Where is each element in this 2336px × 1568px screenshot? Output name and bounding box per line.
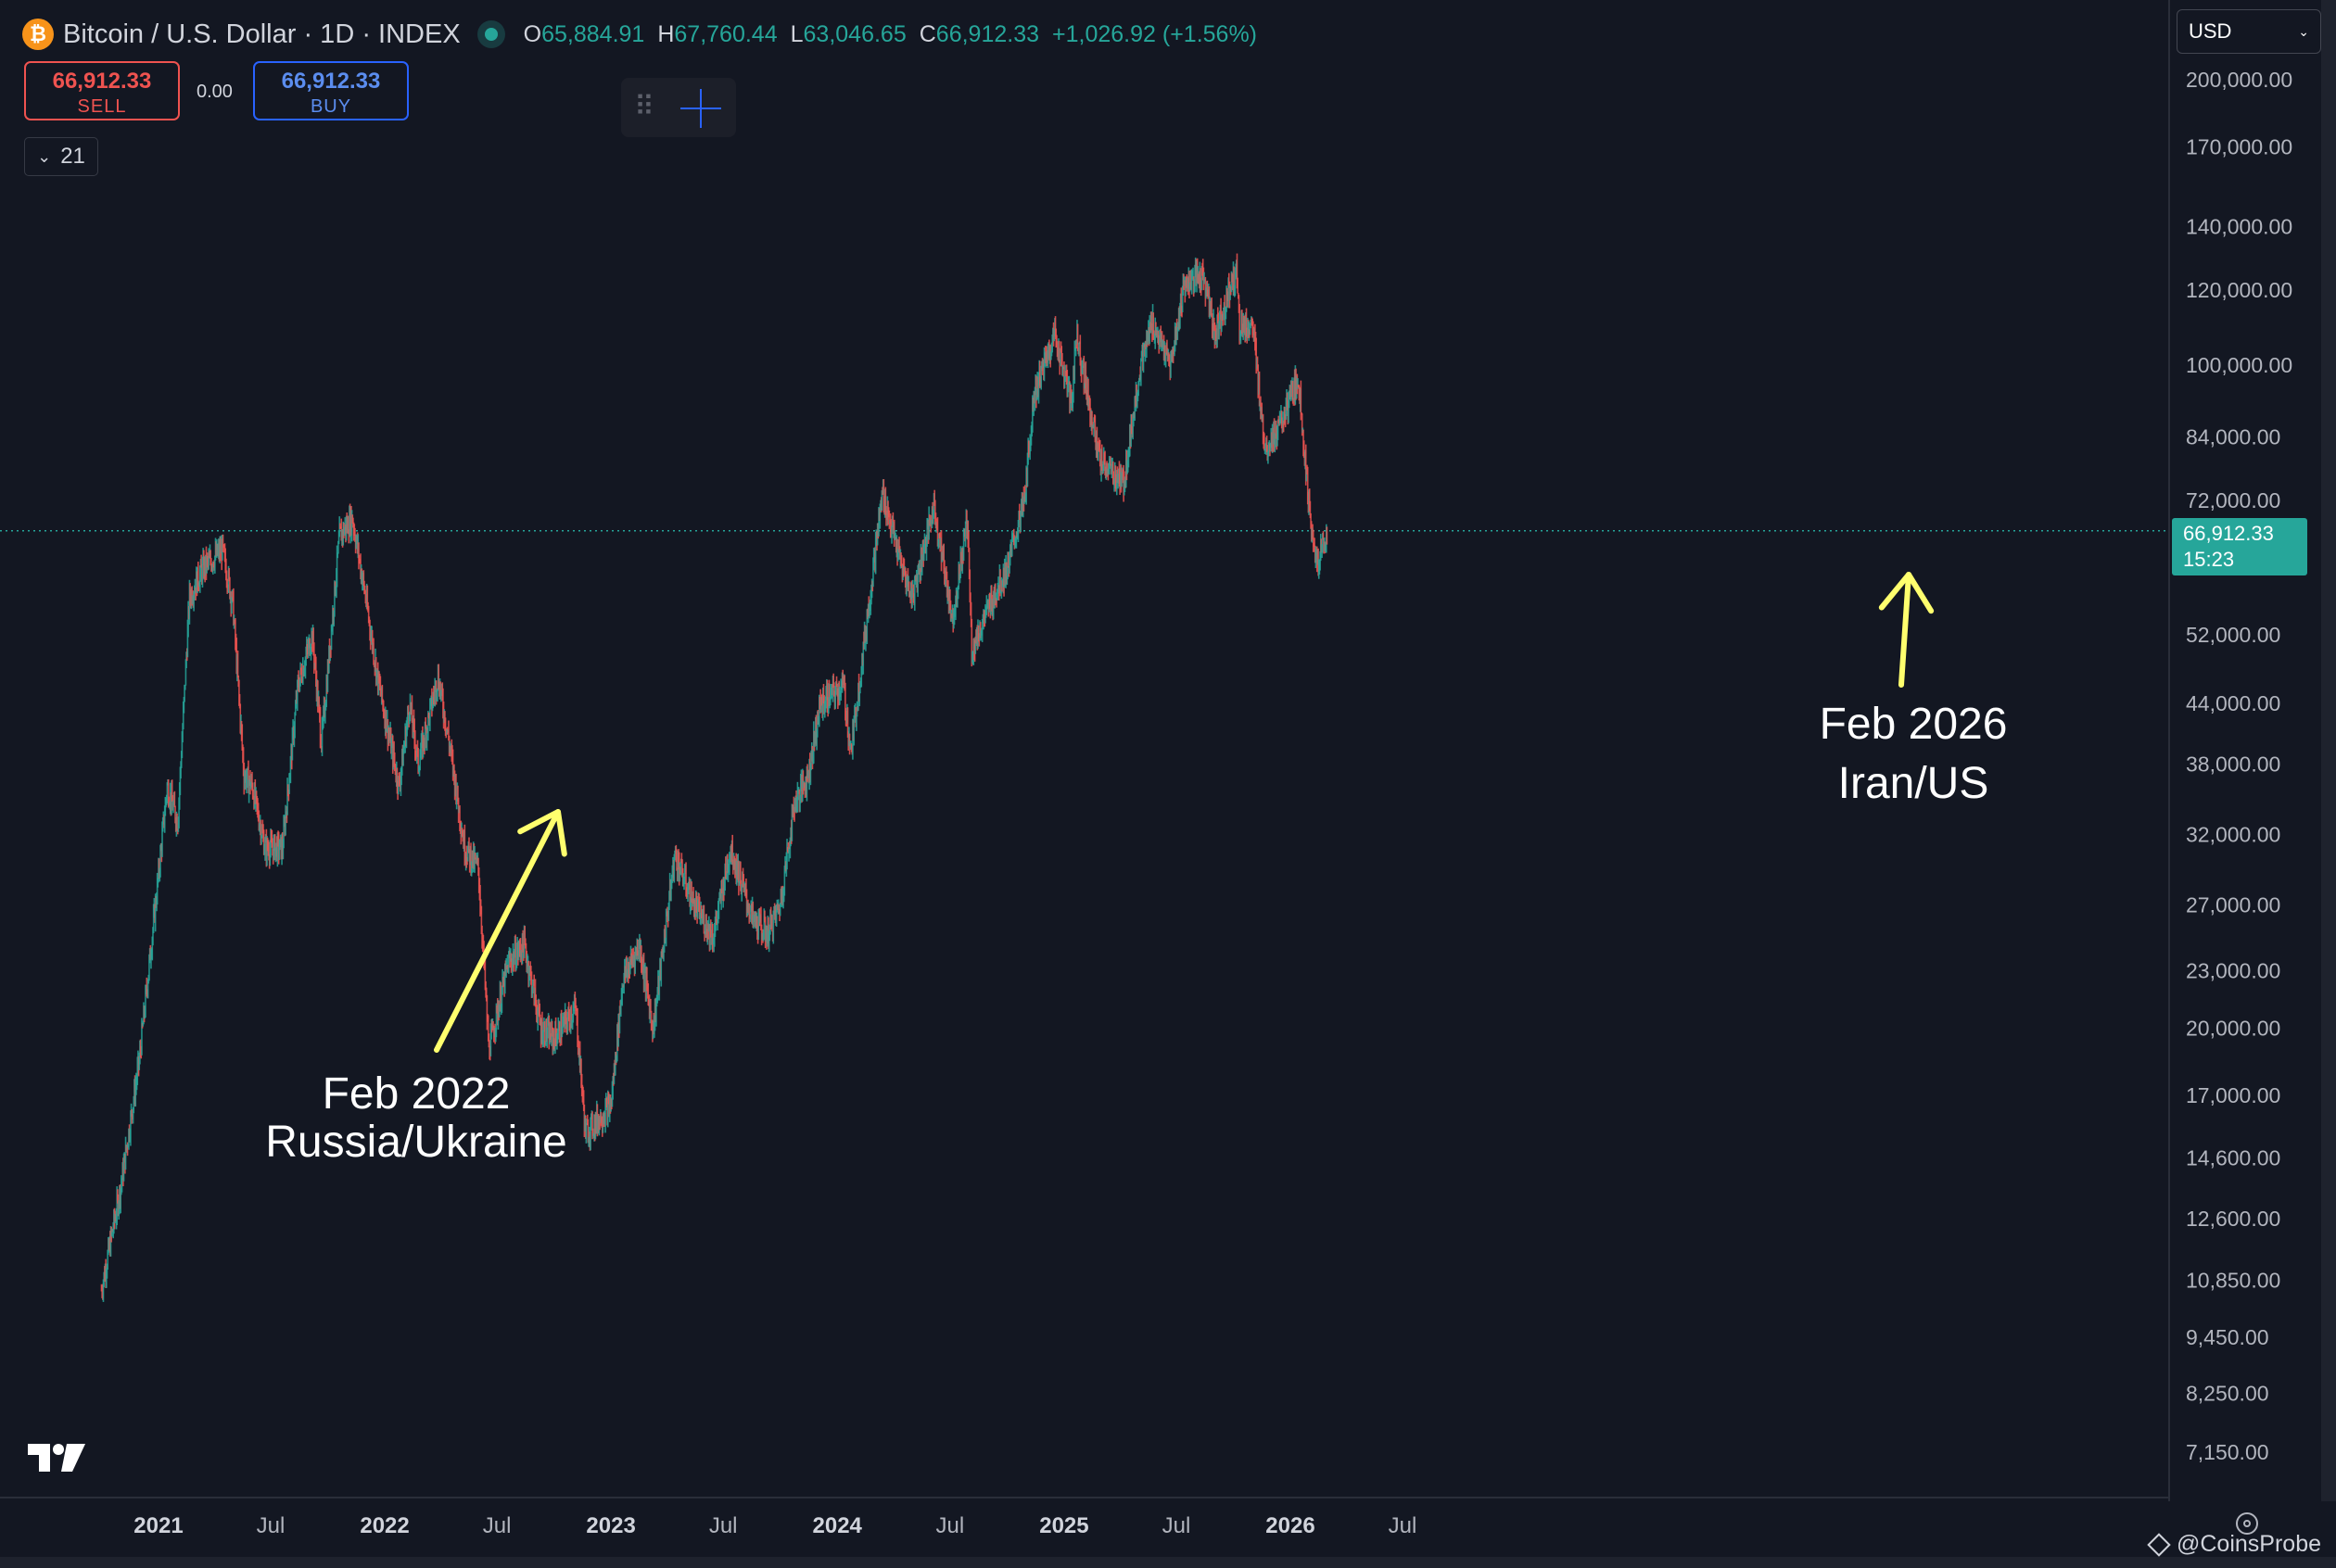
tradingview-logo-icon[interactable] [28,1442,87,1473]
ohlc-close: C66,912.33 [919,20,1040,47]
sell-label: SELL [77,96,127,117]
price-tick-label: 8,250.00 [2186,1381,2269,1405]
price-tick-label: 9,450.00 [2186,1325,2269,1349]
annotation-2022-date: Feb 2022 [323,1069,511,1119]
price-tick-label: 84,000.00 [2186,425,2280,449]
sell-button[interactable]: 66,912.33 SELL [24,61,180,120]
price-tick-label: 100,000.00 [2186,353,2292,377]
watermark-text: @CoinsProbe [2177,1531,2322,1557]
bitcoin-icon: ₿ [22,19,54,50]
time-tick-label: 2024 [813,1513,863,1538]
time-tick-label: Jul [1162,1513,1191,1538]
price-tick-label: 52,000.00 [2186,623,2280,647]
currency-value: USD [2189,19,2232,43]
annotation-2026-event: Iran/US [1838,759,1989,808]
price-tick-label: 44,000.00 [2186,691,2280,715]
time-tick-label: Jul [936,1513,965,1538]
current-price-value: 66,912.33 [2183,522,2274,545]
floating-toolbar[interactable]: ⠿ [621,78,736,137]
symbol-header: ₿ Bitcoin / U.S. Dollar · 1D · INDEX O65… [22,13,1257,56]
price-tick-label: 17,000.00 [2186,1083,2280,1107]
time-tick-label: 2023 [586,1513,635,1538]
drag-handle-icon[interactable]: ⠿ [634,92,654,122]
crosshair-icon[interactable] [679,87,723,130]
ohlc-open: O65,884.91 [523,20,645,47]
time-tick-label: 2021 [133,1513,183,1538]
price-tick-label: 32,000.00 [2186,823,2280,847]
settings-icon[interactable] [2236,1512,2258,1535]
chevron-down-icon: ⌄ [37,146,52,166]
bottom-bar [0,1557,2336,1568]
price-tick-label: 200,000.00 [2186,68,2292,92]
time-tick-label: Jul [1389,1513,1417,1538]
price-change: +1,026.92 (+1.56%) [1052,20,1258,47]
time-tick-label: 2022 [360,1513,409,1538]
price-axis[interactable]: 200,000.00 170,000.00 140,000.00 120,000.00… [2186,68,2292,1464]
price-tick-label: 170,000.00 [2186,134,2292,158]
symbol-title[interactable]: Bitcoin / U.S. Dollar · 1D · INDEX [63,19,461,49]
spread-value: 0.00 [197,82,233,102]
scrollbar[interactable] [2321,0,2336,1501]
annotation-2022-event: Russia/Ukraine [265,1118,566,1167]
price-tick-label: 14,600.00 [2186,1146,2280,1170]
buy-button[interactable]: 66,912.33 BUY [253,61,409,120]
price-tick-label: 38,000.00 [2186,752,2280,776]
time-tick-label: 2025 [1039,1513,1088,1538]
price-tick-label: 120,000.00 [2186,278,2292,302]
time-tick-label: Jul [709,1513,738,1538]
market-open-icon [476,20,505,48]
currency-select[interactable]: USD ⌄ [2177,9,2321,54]
price-tick-label: 27,000.00 [2186,892,2280,917]
annotation-arrow-2022-head [517,809,567,857]
chevron-down-icon: ⌄ [2298,23,2309,39]
coinsprobe-icon [2147,1532,2171,1557]
sell-price: 66,912.33 [52,69,152,94]
indicators-toggle-button[interactable]: ⌄ 21 [24,137,98,176]
price-tick-label: 23,000.00 [2186,959,2280,983]
current-price-label: 66,912.33 15:23 [2172,518,2307,575]
price-tick-label: 12,600.00 [2186,1207,2280,1231]
time-tick-label: Jul [483,1513,512,1538]
price-tick-label: 140,000.00 [2186,215,2292,239]
price-tick-label: 72,000.00 [2186,488,2280,512]
annotation-arrow-2022 [434,809,561,1053]
price-tick-label: 20,000.00 [2186,1017,2280,1041]
watermark: @CoinsProbe [2147,1531,2322,1558]
time-tick-label: Jul [257,1513,286,1538]
price-series [100,253,1328,1302]
buy-label: BUY [310,96,352,117]
annotation-arrow-2026 [1898,572,1911,688]
ohlc-low: L63,046.65 [790,20,907,47]
annotation-2026-date: Feb 2026 [1820,700,2008,749]
buy-price: 66,912.33 [281,69,381,94]
time-tick-label: 2026 [1265,1513,1314,1538]
ohlc-high: H67,760.44 [657,20,778,47]
price-tick-label: 7,150.00 [2186,1440,2269,1464]
annotation-arrow-2026-head [1878,572,1935,614]
price-tick-label: 10,850.00 [2186,1269,2280,1293]
time-axis[interactable]: 2021 Jul 2022 Jul 2023 Jul 2024 Jul 2025 Jul 2026 J… [133,1513,1416,1538]
bar-countdown: 15:23 [2183,548,2235,571]
indicators-count: 21 [60,144,85,169]
